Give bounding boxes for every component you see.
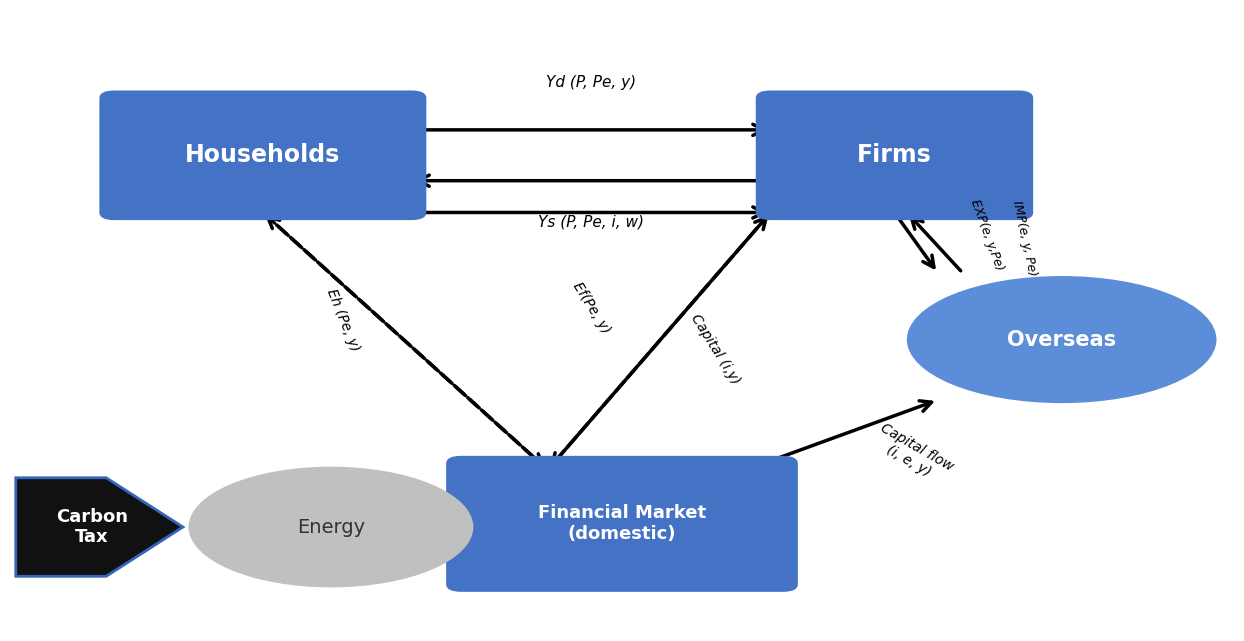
Text: Ys (P, Pe, i, w): Ys (P, Pe, i, w) <box>539 215 644 229</box>
Text: Firms: Firms <box>857 144 932 167</box>
Text: IMP(e, y, Pe): IMP(e, y, Pe) <box>1010 199 1039 277</box>
Text: Ef(Pe, y): Ef(Pe, y) <box>570 279 612 336</box>
Text: Financial Market
(domestic): Financial Market (domestic) <box>537 504 707 543</box>
Ellipse shape <box>907 276 1217 403</box>
Text: Overseas: Overseas <box>1008 329 1116 349</box>
Text: Carbon
Tax: Carbon Tax <box>56 508 128 546</box>
FancyBboxPatch shape <box>756 90 1034 220</box>
Text: Energy: Energy <box>297 517 364 537</box>
Ellipse shape <box>189 467 474 587</box>
Text: EXP(e, y,Pe): EXP(e, y,Pe) <box>968 197 1006 272</box>
Text: Households: Households <box>185 144 341 167</box>
Text: Capital (i,y): Capital (i,y) <box>688 312 743 387</box>
Text: Yd (P, Pe, y): Yd (P, Pe, y) <box>546 75 636 90</box>
Polygon shape <box>16 478 183 576</box>
FancyBboxPatch shape <box>447 456 797 592</box>
FancyBboxPatch shape <box>100 90 427 220</box>
Text: Eh (Pe, y): Eh (Pe, y) <box>325 287 362 354</box>
Text: Capital flow
(i, e, y): Capital flow (i, e, y) <box>870 420 955 487</box>
